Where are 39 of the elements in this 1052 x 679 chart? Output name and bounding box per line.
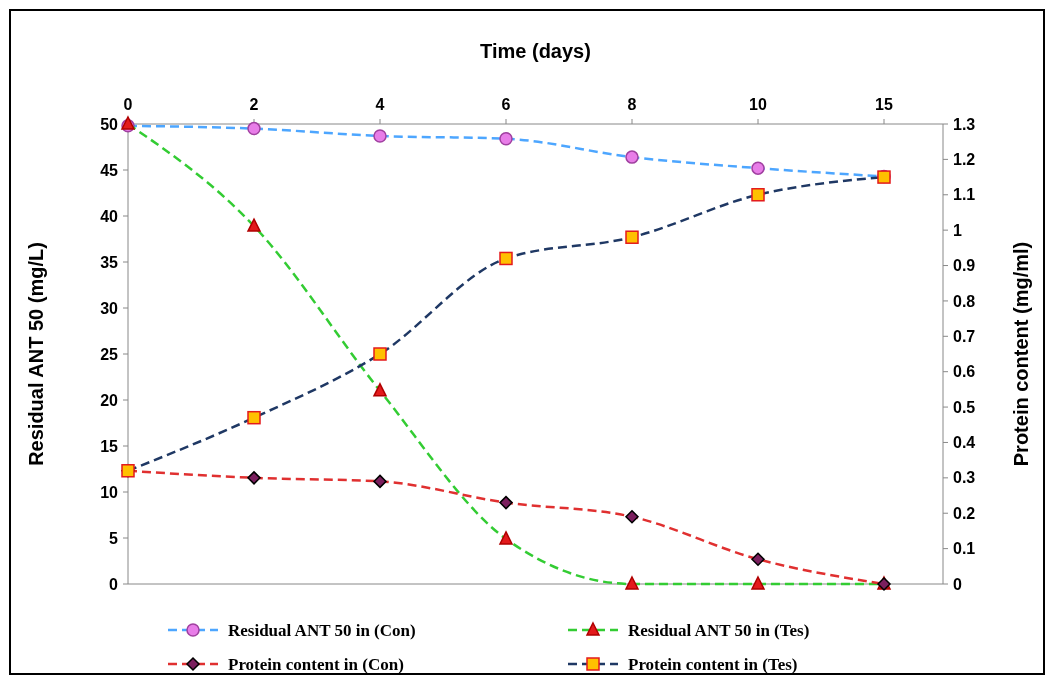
y2-tick-label: 0.4 <box>953 434 976 452</box>
legend-label: Residual ANT 50 in (Tes) <box>628 620 810 640</box>
x-tick-label: 10 <box>749 96 767 113</box>
y2-tick-label: 0.3 <box>953 469 976 487</box>
legend-label: Protein content in (Con) <box>228 654 404 674</box>
x-tick-label: 15 <box>875 96 893 113</box>
y-tick-label: 35 <box>100 253 119 271</box>
x-axis-title: Time (days) <box>480 40 591 62</box>
x-tick-label: 4 <box>375 96 385 113</box>
x-tick-label: 0 <box>123 96 133 113</box>
y-tick-label: 25 <box>100 345 119 363</box>
x-tick-label: 6 <box>501 96 511 113</box>
y2-tick-label: 1.3 <box>953 115 976 133</box>
y-tick-label: 50 <box>100 115 119 133</box>
y2-tick-label: 0.6 <box>953 363 976 381</box>
x-tick-label: 2 <box>249 96 259 113</box>
y-tick-label: 5 <box>109 529 119 547</box>
y2-tick-label: 0.2 <box>953 504 976 522</box>
y-tick-label: 30 <box>100 299 119 317</box>
y-tick-label: 15 <box>100 437 119 455</box>
y2-axis-title: Protein content (mg/ml) <box>1010 241 1032 467</box>
y-tick-label: 40 <box>100 207 119 225</box>
y2-tick-label: 1.2 <box>953 150 976 168</box>
y2-tick-label: 1.1 <box>953 186 976 204</box>
y2-tick-label: 0.9 <box>953 257 976 275</box>
y2-tick-label: 0.5 <box>953 398 976 416</box>
y-tick-label: 45 <box>100 161 119 179</box>
y-axis-title: Residual ANT 50 (mg/L) <box>25 242 47 466</box>
y-tick-label: 10 <box>100 483 119 501</box>
y2-tick-label: 0.7 <box>953 327 976 345</box>
y-tick-label: 20 <box>100 391 119 409</box>
legend-label: Protein content in (Tes) <box>628 654 798 674</box>
legend-label: Residual ANT 50 in (Con) <box>228 620 416 640</box>
y2-tick-label: 0 <box>953 575 962 593</box>
y2-tick-label: 0.8 <box>953 292 976 310</box>
y2-tick-label: 0.1 <box>953 540 976 558</box>
x-tick-label: 8 <box>627 96 637 113</box>
y-tick-label: 0 <box>109 575 119 593</box>
y2-tick-label: 1 <box>953 221 962 239</box>
